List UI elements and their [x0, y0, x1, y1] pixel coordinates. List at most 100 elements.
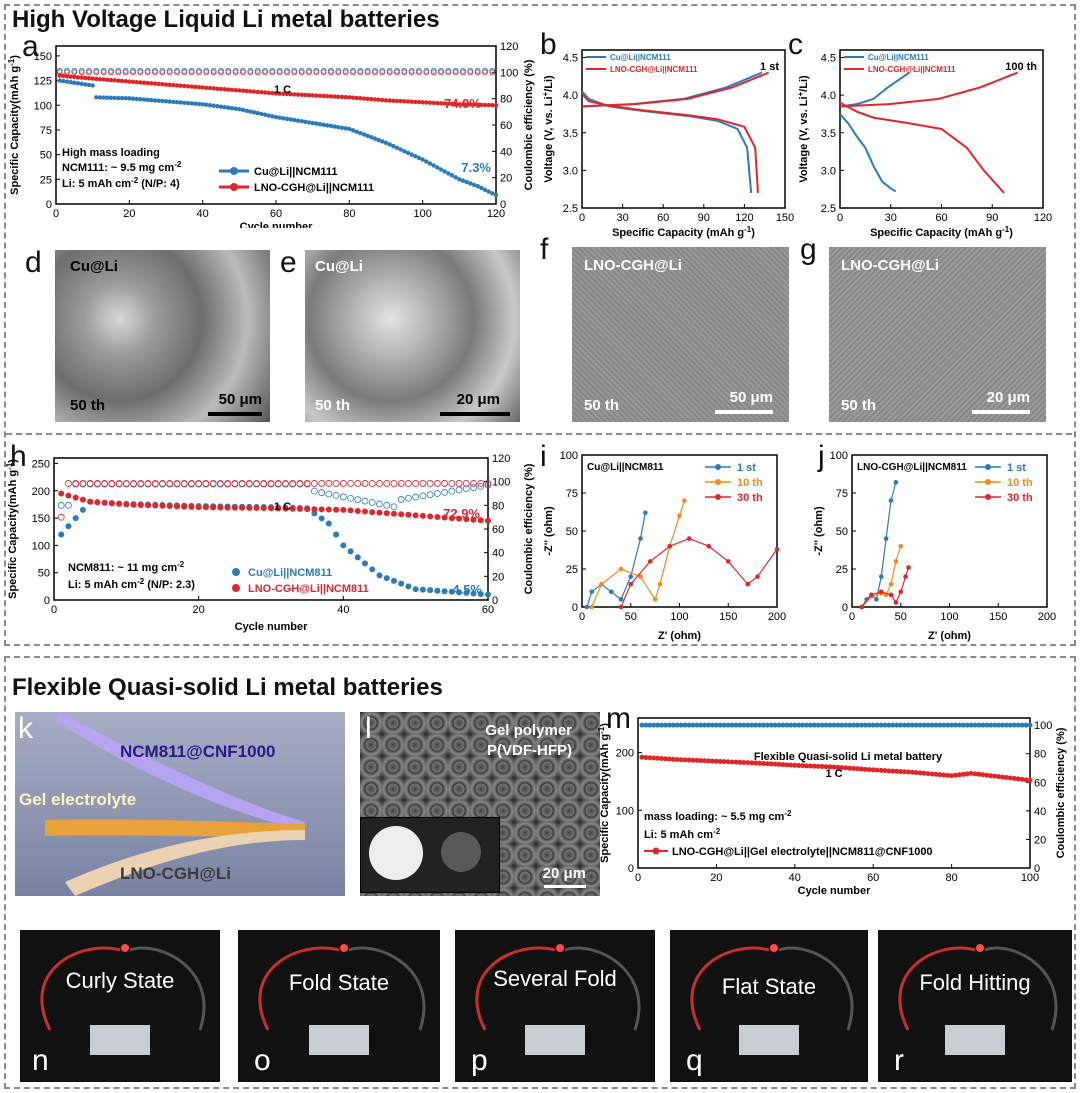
h-ce-point — [332, 491, 340, 499]
a-capacity-point — [79, 75, 84, 80]
a-ytick-label: 75 — [40, 125, 52, 137]
h-ce-point — [231, 480, 239, 487]
i-xlabel: Z' (ohm) — [658, 630, 701, 642]
m-capacity-point — [753, 760, 759, 766]
a-y2tick-label: 40 — [500, 146, 512, 158]
a-capacity-point — [332, 94, 337, 99]
a-capacity-point — [251, 110, 257, 115]
h-ce-point — [137, 480, 145, 487]
h-ce-point — [253, 480, 260, 487]
h-capacity-point — [470, 590, 477, 597]
m-ce-point — [921, 722, 927, 728]
a-ce-point — [188, 69, 195, 76]
m-ce-point — [839, 722, 845, 728]
j-xtick-label: 150 — [989, 611, 1007, 623]
a-capacity-point — [405, 150, 411, 156]
h-capacity-point — [173, 503, 180, 510]
a-ce-point — [416, 67, 422, 74]
h-capacity-point — [485, 591, 491, 598]
m-capacity-point — [792, 762, 798, 768]
a-ce-point — [247, 69, 254, 76]
a-capacity-point — [358, 130, 363, 136]
m-ce-point — [835, 722, 841, 728]
a-capacity-point — [101, 95, 106, 100]
h-ce-point — [318, 480, 326, 487]
h-y2tick-label: 20 — [492, 571, 504, 583]
m-ce-point — [678, 722, 684, 728]
j-eis-line — [861, 567, 910, 608]
m-capacity-point — [945, 772, 951, 778]
a-capacity-point — [435, 165, 440, 170]
h-capacity-point — [304, 506, 311, 513]
a-capacity-point — [134, 79, 139, 85]
m-ce-point — [1011, 722, 1017, 728]
h-ce-point — [72, 480, 80, 487]
panel-letter-c: c — [788, 28, 803, 61]
panel-c-chart: 0 30 60 90 120 2.5 3.0 3.5 4.0 4.5 Voltage (V, vs.… — [796, 49, 1052, 239]
a-capacity-point — [387, 142, 392, 147]
m-ce-point — [988, 722, 994, 728]
h-capacity-point — [94, 499, 101, 506]
m-capacity-point — [996, 774, 1002, 780]
c-xtick-label: 0 — [837, 212, 843, 224]
a-capacity-point — [453, 101, 458, 107]
h-ce-point — [405, 494, 412, 502]
m-capacity-point — [894, 768, 900, 774]
a-capacity-point — [178, 100, 183, 105]
h-capacity-point — [419, 512, 426, 519]
m-ce-point — [890, 722, 896, 728]
j-eis-point — [869, 592, 874, 598]
h-capacity-point — [362, 508, 369, 515]
a-capacity-point — [486, 102, 491, 108]
b-xtick-label: 120 — [735, 212, 753, 224]
a-capacity-point — [127, 96, 132, 101]
photo-q: Flat State q — [670, 930, 868, 1082]
m-ce-point — [682, 722, 688, 728]
a-capacity-point — [391, 98, 396, 103]
a-ce-point — [225, 67, 232, 74]
a-capacity-point — [218, 86, 224, 92]
m-capacity-point — [760, 760, 766, 766]
m-capacity-point — [725, 759, 731, 765]
a-note-1: High mass loading — [62, 147, 160, 159]
h-ce-point — [462, 480, 470, 487]
m-ce-point — [666, 722, 672, 728]
photo-n: Curly State n — [20, 930, 220, 1082]
h-capacity-point — [282, 505, 289, 512]
m-capacity-point — [647, 755, 653, 761]
m-ce-point — [733, 722, 739, 728]
a-capacity-point — [112, 95, 117, 101]
a-capacity-point — [328, 123, 334, 129]
a-ce-point — [408, 67, 415, 74]
photo-o-wires — [258, 944, 426, 1055]
a-capacity-point — [108, 95, 114, 100]
c-xtick-label: 120 — [1034, 212, 1052, 224]
m-ce-point — [792, 722, 798, 728]
a-capacity-point — [266, 90, 271, 96]
m-ce-point — [780, 722, 786, 728]
m-ce-point — [953, 722, 959, 728]
black-wire — [129, 946, 206, 1031]
m-capacity-point — [686, 757, 692, 763]
a-y2tick-label: 100 — [500, 67, 518, 79]
a-capacity-point — [416, 155, 422, 161]
panel-letter-d: d — [25, 246, 42, 279]
h-capacity-point — [441, 588, 448, 595]
a-capacity-point — [435, 100, 440, 106]
a-capacity-point — [119, 95, 125, 101]
j-eis-point — [893, 559, 899, 564]
a-capacity-point — [339, 125, 345, 130]
a-capacity-point — [299, 92, 304, 97]
h-capacity-point — [58, 531, 65, 538]
a-capacity-point — [431, 163, 436, 168]
a-ytick-label: 150 — [34, 51, 52, 63]
a-ce-point — [467, 69, 474, 76]
h-ce-point — [224, 480, 232, 487]
m-ce-point — [670, 722, 676, 728]
m-ce-point — [741, 722, 747, 728]
i-eis-point — [643, 510, 648, 516]
panel-letter-l: l — [365, 712, 372, 745]
h-ce-point — [115, 480, 123, 487]
h-ce-point — [274, 480, 282, 487]
h-capacity-point — [477, 590, 484, 597]
